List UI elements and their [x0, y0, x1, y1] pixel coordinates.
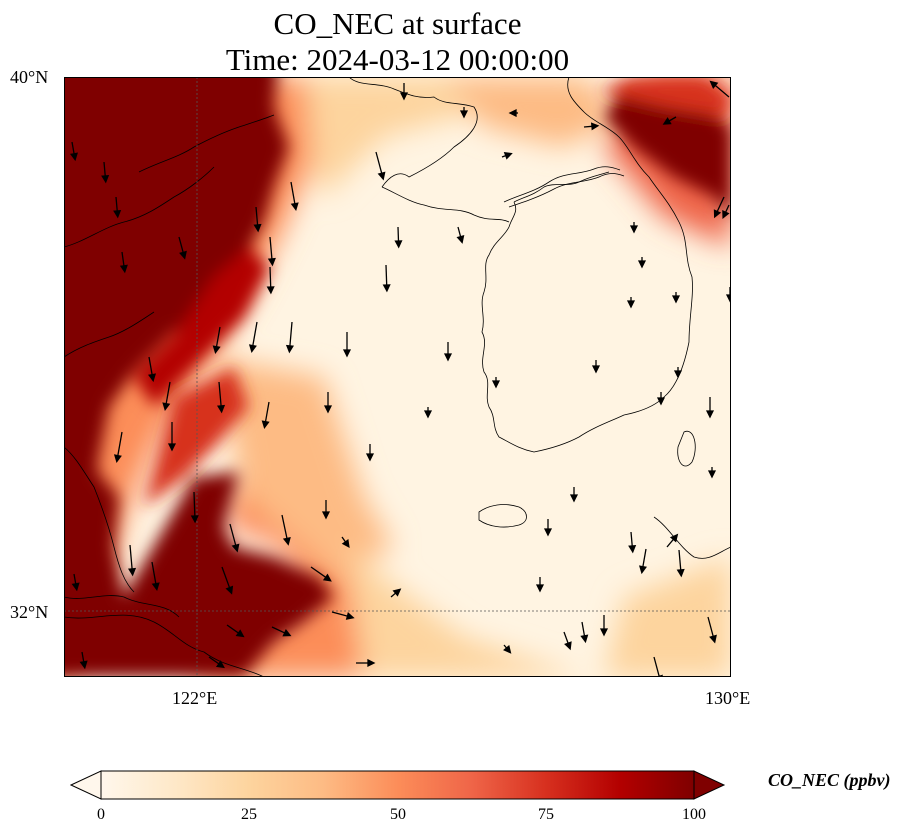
lon-label-122e: 122°E	[172, 688, 218, 708]
colorbar-tick-25: 25	[241, 806, 257, 823]
lat-label-32n: 32°N	[10, 602, 49, 622]
lon-label-130e: 130°E	[705, 688, 751, 708]
colorbar	[70, 770, 726, 800]
map-title: CO_NEC at surface	[273, 6, 522, 41]
colorbar-tick-50: 50	[390, 806, 406, 823]
coastlines	[64, 77, 731, 677]
wind-vectors	[69, 80, 731, 677]
high-concentration-regions	[64, 77, 731, 677]
colorbar-tick-100: 100	[682, 806, 706, 823]
gridlines	[64, 77, 731, 677]
colorbar-extend-high	[693, 770, 726, 800]
colorbar-tick-75: 75	[538, 806, 554, 823]
colorbar-extend-low	[70, 770, 102, 800]
lat-label-40n: 40°N	[10, 67, 49, 87]
colorbar-tick-0: 0	[97, 806, 105, 823]
co-concentration-map	[64, 77, 731, 677]
map-frame	[64, 77, 731, 677]
colorbar-label: CO_NEC (ppbv)	[768, 770, 891, 790]
colorbar-gradient	[100, 770, 695, 800]
map-time-subtitle: Time: 2024-03-12 00:00:00	[225, 42, 570, 77]
